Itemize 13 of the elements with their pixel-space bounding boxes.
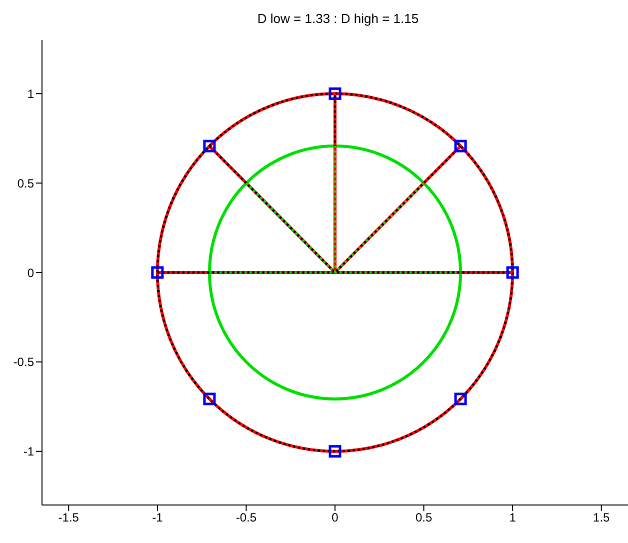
x-tick-label: -0.5: [236, 510, 257, 525]
x-tick-label: -1.5: [58, 510, 80, 525]
x-tick-label: 0: [332, 510, 339, 525]
y-tick-label: -0.5: [13, 355, 34, 370]
y-tick-label: 1: [27, 86, 34, 101]
y-tick-label: 0.5: [17, 176, 34, 190]
x-tick-label: 0.5: [415, 510, 432, 525]
x-tick-label: 1.5: [593, 510, 610, 525]
x-tick-label: -1: [152, 510, 164, 525]
chart-title: D low = 1.33 : D high = 1.15: [256, 10, 420, 28]
y-tick-label: -1: [23, 444, 34, 459]
y-tick-label: 0: [27, 266, 34, 280]
x-tick-label: 1: [509, 510, 516, 525]
